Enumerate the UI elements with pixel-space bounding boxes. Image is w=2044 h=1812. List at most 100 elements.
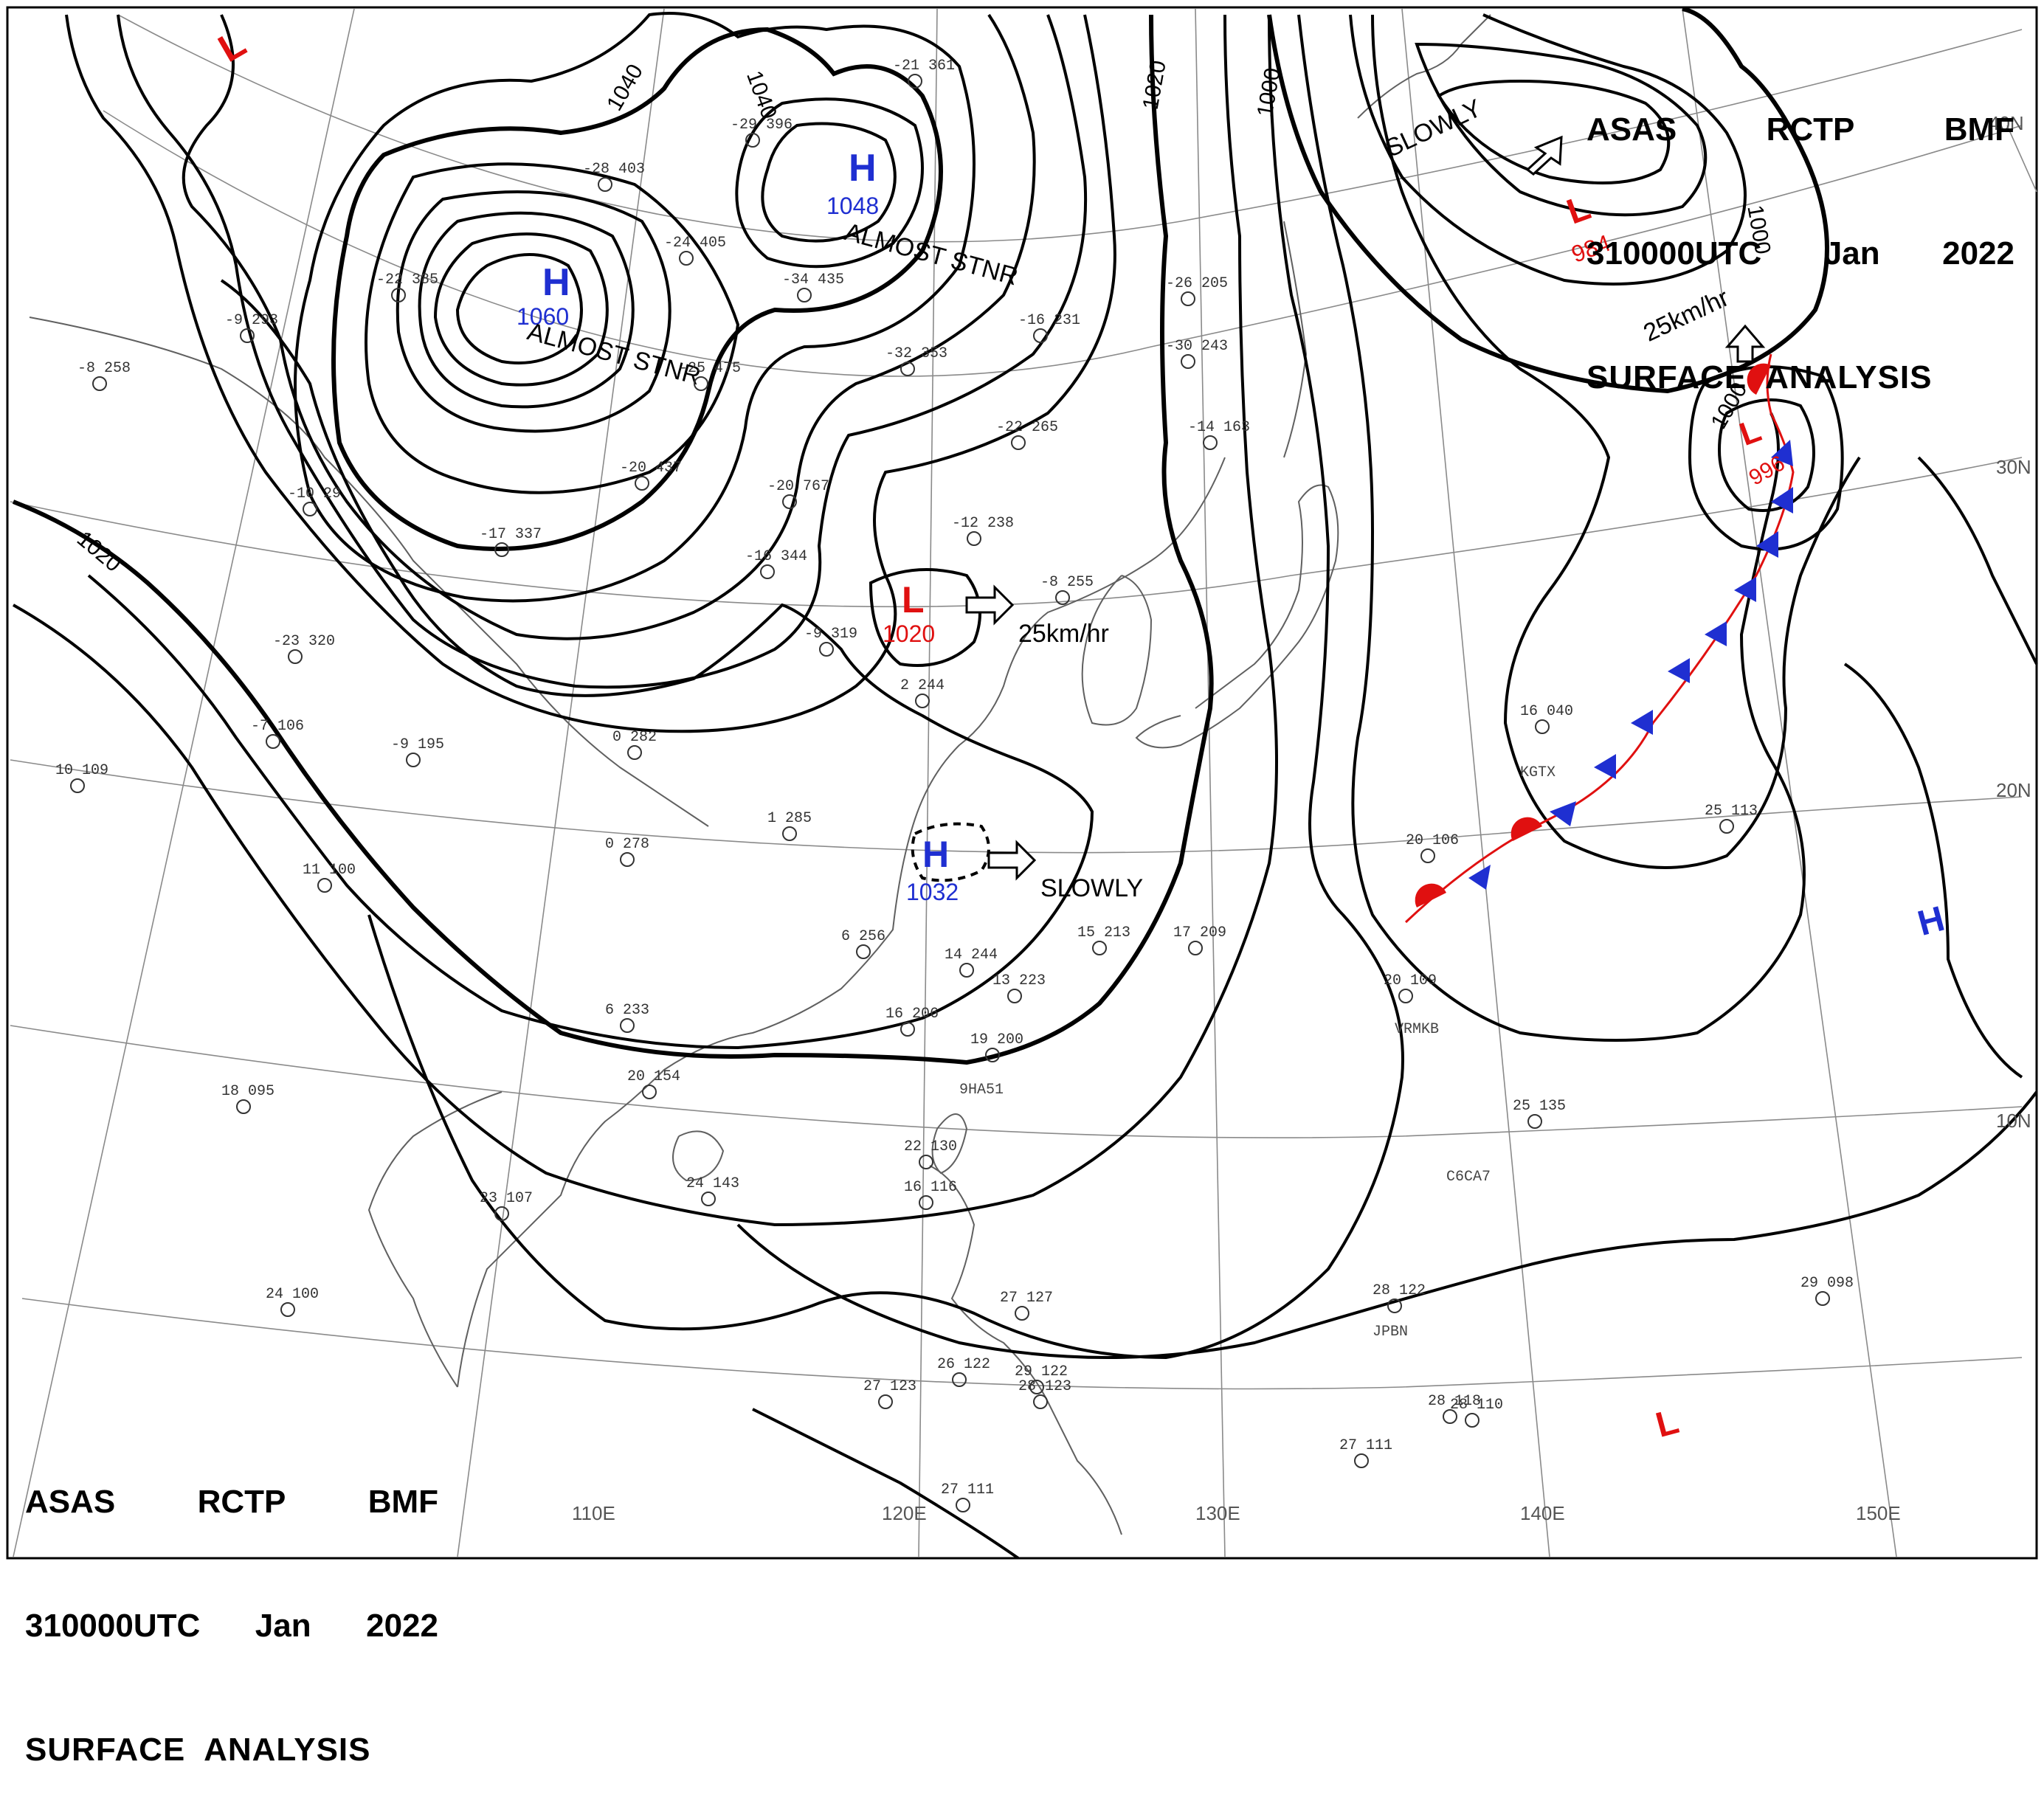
station-marker-icon — [1033, 1394, 1048, 1409]
station-marker-icon — [878, 1394, 893, 1409]
station-value: -23 320 — [273, 633, 335, 650]
station-value: 22 130 — [904, 1138, 957, 1155]
header-row-1: ASAS RCTP BMF — [25, 1481, 438, 1523]
isobar-1048-b — [761, 122, 897, 243]
station-value: -9 319 — [804, 626, 857, 643]
meridian-110e — [457, 8, 665, 1557]
station-value: -32 353 — [885, 345, 947, 362]
header-month: Jan — [1823, 235, 1880, 272]
isobar-1044-a — [735, 97, 924, 269]
header-time: 310000UTC — [1586, 235, 1762, 272]
lon-label: 130E — [1195, 1502, 1240, 1524]
station-value: 24 143 — [686, 1175, 739, 1192]
station-value: -26 205 — [1166, 275, 1228, 292]
station-marker-icon — [627, 745, 642, 760]
lat-label: 10N — [1996, 1110, 2031, 1132]
lon-label: 110E — [572, 1502, 615, 1524]
header-code-3: BMF — [367, 1484, 438, 1520]
isobar-1016 — [13, 14, 1278, 1227]
station-marker-icon — [620, 1018, 635, 1033]
meridian-120e — [918, 8, 938, 1557]
station-value: 28 123 — [1018, 1378, 1071, 1395]
lat-label: 20N — [1996, 779, 2031, 801]
station-marker-icon — [701, 1192, 716, 1206]
isobar-1020-main — [12, 14, 1214, 1065]
station-value: 16 116 — [904, 1179, 957, 1196]
station-value: -14 163 — [1188, 419, 1250, 436]
isobar-988 — [1437, 79, 1671, 184]
lon-label: 120E — [882, 1502, 927, 1524]
station-marker-icon — [494, 1206, 509, 1221]
station-value: 1 285 — [767, 810, 812, 827]
header-code-1: ASAS — [25, 1484, 116, 1520]
station-value: 6 233 — [605, 1002, 649, 1019]
station-value: -12 238 — [952, 515, 1014, 532]
motion-arrow-icon — [965, 584, 1015, 626]
low-letter: L — [902, 579, 925, 620]
meridian-140e — [1401, 8, 1550, 1557]
station-value: -24 405 — [664, 235, 726, 252]
lat-label: 40N — [1989, 112, 2024, 134]
header-row-2: 310000UTC Jan 2022 — [1586, 233, 2014, 274]
isobar-996-southlow — [1717, 398, 1815, 512]
station-value: 27 127 — [1000, 1290, 1053, 1307]
cold-front-mark — [1468, 865, 1491, 890]
station-marker-icon — [1181, 291, 1195, 306]
station-marker-icon — [598, 177, 612, 192]
station-marker-icon — [694, 376, 708, 391]
coast-sakhalin — [1283, 221, 1308, 458]
cold-front-mark — [1550, 801, 1576, 826]
high-center-1048: H 1048 — [826, 147, 879, 219]
parallel-20n — [10, 759, 2023, 854]
cold-front-mark — [1771, 440, 1793, 466]
station-marker-icon — [782, 494, 797, 509]
station-marker-icon — [1719, 819, 1734, 834]
station-marker-icon — [288, 649, 303, 664]
header-code-2: RCTP — [1766, 111, 1855, 148]
station-value: -17 337 — [480, 526, 542, 543]
station-value: 10 109 — [55, 762, 108, 779]
header-code-2: RCTP — [197, 1484, 286, 1520]
station-value: 20 106 — [1406, 832, 1459, 849]
warm-front-mark — [1747, 363, 1771, 395]
station-marker-icon — [1354, 1453, 1369, 1468]
high-letter: H — [849, 147, 877, 190]
station-value: 28 122 — [1373, 1282, 1426, 1299]
isobar-1060-inner — [455, 253, 583, 364]
cold-front-mark — [1594, 754, 1616, 779]
high-value: 1060 — [517, 303, 569, 330]
station-marker-icon — [620, 852, 635, 867]
station-marker-icon — [1420, 848, 1435, 863]
isobar-1016-sw — [752, 1408, 1020, 1560]
isobar-1016-se — [736, 1090, 2038, 1359]
station-value: 27 111 — [1339, 1437, 1392, 1454]
coast-philippines — [929, 1165, 1122, 1535]
station-value: -34 435 — [782, 272, 844, 288]
lat-label: 30N — [1996, 456, 2031, 478]
motion-arrow-icon — [987, 840, 1037, 881]
station-value: 25 135 — [1513, 1098, 1566, 1115]
station-value: 2 244 — [900, 677, 945, 694]
station-value: -8 258 — [77, 360, 131, 377]
low-center-1020: L 1020 — [883, 579, 935, 647]
lon-label: 140E — [1520, 1502, 1565, 1524]
station-marker-icon — [679, 251, 694, 266]
station-value: -28 403 — [583, 161, 645, 178]
motion-text: SLOWLY — [1040, 874, 1143, 902]
station-value: 29 098 — [1800, 1275, 1854, 1292]
isobar-1016-east — [1917, 456, 2038, 665]
isobar-1024-lowarea — [869, 568, 981, 667]
isobar-1000-main — [1267, 7, 1829, 394]
station-marker-icon — [1033, 328, 1048, 343]
station-marker-icon — [1015, 1306, 1029, 1321]
meridian-150e — [1682, 8, 1897, 1557]
station-marker-icon — [915, 694, 930, 708]
station-marker-icon — [240, 328, 255, 343]
station-id: 9HA51 — [959, 1082, 1004, 1099]
isobar-1008 — [1297, 14, 1806, 1042]
lon-label: 150E — [1856, 1502, 1901, 1524]
station-marker-icon — [406, 753, 421, 767]
cold-front-triangles — [1468, 440, 1793, 890]
station-id: KGTX — [1520, 764, 1556, 781]
station-marker-icon — [1007, 989, 1022, 1003]
